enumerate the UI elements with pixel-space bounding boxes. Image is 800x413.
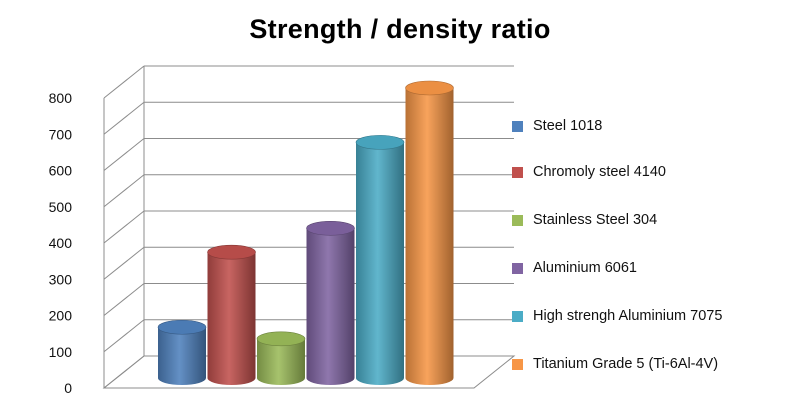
bar-cap	[256, 331, 306, 347]
y-tick-label: 100	[49, 344, 73, 360]
gridline-side	[103, 319, 145, 353]
legend-swatch	[512, 358, 523, 370]
y-tick-label: 300	[49, 271, 73, 287]
bar-chromoly-steel-4140	[207, 244, 256, 386]
bar-cap	[157, 319, 207, 335]
legend-swatch	[512, 214, 523, 226]
bar-body	[306, 228, 355, 386]
y-tick-label: 0	[64, 380, 72, 396]
y-tick-label: 800	[49, 90, 73, 106]
legend-label: Chromoly steel 4140	[533, 164, 666, 180]
chart-bars	[157, 80, 454, 386]
gridline-side	[103, 283, 145, 316]
bar-body	[356, 142, 404, 385]
chart-floor	[102, 355, 516, 389]
bar-high-strengh-aluminium-7075	[355, 135, 405, 385]
bar-cap	[207, 244, 256, 260]
legend-label: Steel 1018	[533, 118, 603, 134]
bar-aluminium-6061	[306, 220, 355, 386]
legend-label: Titanium Grade 5 (Ti-6Al-4V)	[533, 356, 719, 372]
y-tick-label: 400	[49, 235, 73, 251]
legend-label: Aluminium 6061	[533, 260, 637, 276]
gridline-side	[103, 101, 145, 135]
legend-item: Stainless Steel 304	[512, 212, 657, 228]
bar-steel-1018	[157, 319, 207, 385]
gridline-side	[103, 210, 145, 244]
legend-item: Steel 1018	[512, 118, 602, 134]
legend-label: High strengh Aluminium 7075	[533, 308, 723, 324]
legend-swatch	[512, 262, 523, 274]
y-tick-label: 200	[49, 308, 73, 324]
legend-swatch	[512, 310, 523, 322]
gridline-side	[103, 138, 145, 171]
y-axis-ticks: 0 100 200 300 400 500 600 700 800	[49, 90, 73, 396]
chart-title: Strength / density ratio	[249, 14, 551, 44]
bar-cap	[405, 80, 454, 96]
bar-body	[405, 88, 454, 386]
bar-stainless-steel-304	[256, 331, 306, 385]
bar-titanium-grade-5-ti-6al-4v	[405, 80, 454, 386]
y-tick-label: 600	[49, 163, 73, 179]
gridline-side	[103, 65, 145, 99]
y-tick-label: 700	[49, 126, 73, 142]
gridline-side	[103, 174, 145, 208]
y-tick-label: 500	[49, 199, 73, 215]
bar-body	[158, 327, 206, 385]
bar-cap	[306, 220, 355, 236]
legend-swatch	[512, 166, 523, 178]
legend-label: Stainless Steel 304	[533, 212, 658, 228]
bar-body	[207, 252, 256, 386]
bar-body	[257, 338, 305, 385]
legend-swatch	[512, 120, 523, 132]
legend-item: High strengh Aluminium 7075	[512, 308, 722, 324]
gridline-side	[103, 246, 145, 280]
legend-item: Aluminium 6061	[512, 260, 637, 276]
legend-item: Titanium Grade 5 (Ti-6Al-4V)	[512, 356, 718, 372]
bar-cap	[355, 135, 405, 150]
legend-item: Chromoly steel 4140	[512, 164, 666, 180]
